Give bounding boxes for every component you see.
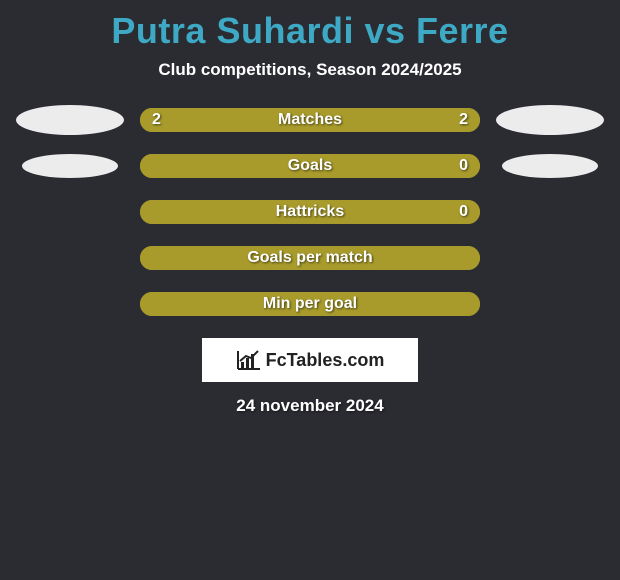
player-left-oval (22, 154, 118, 178)
stat-row: 2 2 Matches (0, 108, 620, 132)
stat-row: 0 Goals (0, 154, 620, 178)
subtitle: Club competitions, Season 2024/2025 (0, 60, 620, 108)
stat-value-right: 2 (459, 111, 468, 129)
stat-label: Matches (278, 111, 342, 129)
stat-bar: 0 Goals (140, 154, 480, 178)
player-left-oval (16, 105, 124, 135)
stat-row: Min per goal (0, 292, 620, 316)
stat-row: Goals per match (0, 246, 620, 270)
player-right-slot (480, 292, 620, 316)
player-right-slot (480, 200, 620, 224)
stat-bar: 0 Hattricks (140, 200, 480, 224)
logo-box: FcTables.com (202, 338, 418, 382)
stat-label: Goals (288, 157, 332, 175)
stat-value-left: 2 (152, 111, 161, 129)
date-text: 24 november 2024 (0, 396, 620, 416)
stats-container: 2 2 Matches 0 Goals 0 Hattricks Goals per match… (0, 108, 620, 316)
stat-bar: Goals per match (140, 246, 480, 270)
stat-row: 0 Hattricks (0, 200, 620, 224)
player-right-oval (502, 154, 598, 178)
stat-bar: 2 2 Matches (140, 108, 480, 132)
player-right-slot (480, 108, 620, 132)
stat-bar: Min per goal (140, 292, 480, 316)
player-left-slot (0, 246, 140, 270)
stat-label: Hattricks (276, 203, 344, 221)
stat-value-right: 0 (459, 203, 468, 221)
stat-label: Goals per match (247, 249, 372, 267)
stat-value-right: 0 (459, 157, 468, 175)
logo-text: FcTables.com (266, 350, 385, 371)
stat-label: Min per goal (263, 295, 357, 313)
player-left-slot (0, 292, 140, 316)
chart-icon (236, 349, 262, 371)
player-left-slot (0, 200, 140, 224)
player-right-slot (480, 246, 620, 270)
player-right-oval (496, 105, 604, 135)
player-left-slot (0, 154, 140, 178)
comparison-card: Putra Suhardi vs Ferre Club competitions… (0, 0, 620, 416)
player-left-slot (0, 108, 140, 132)
player-right-slot (480, 154, 620, 178)
page-title: Putra Suhardi vs Ferre (0, 6, 620, 60)
